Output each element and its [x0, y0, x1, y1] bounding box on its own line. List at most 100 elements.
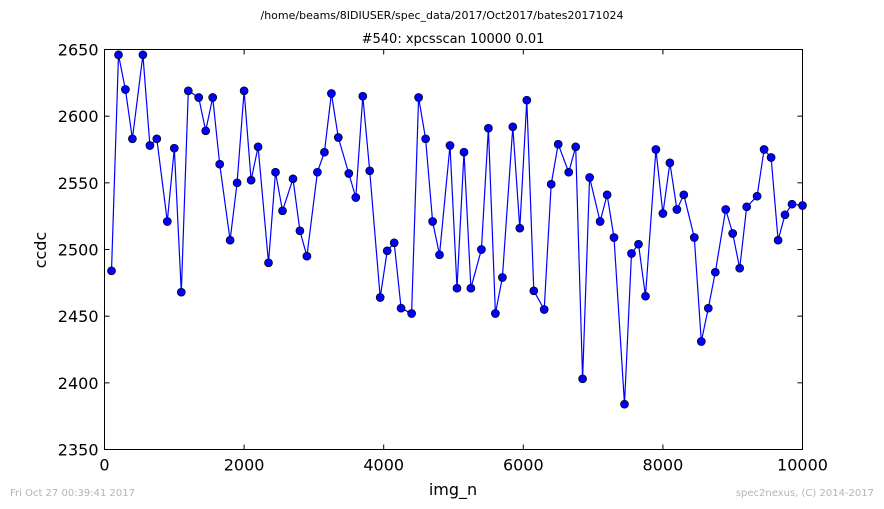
x-tick-label: 4000 — [363, 456, 404, 475]
data-point — [696, 337, 706, 346]
data-point — [634, 239, 643, 249]
axis-layer: 0 2000 4000 6000 8000 10000 2350 2400 2450 2500 25… — [58, 41, 828, 475]
data-point — [689, 233, 699, 242]
data-point — [773, 235, 783, 245]
data-point — [515, 223, 525, 233]
data-point — [264, 258, 273, 268]
data-point — [215, 159, 225, 169]
data-point — [128, 134, 137, 144]
data-point — [327, 89, 336, 98]
data-point — [780, 210, 790, 220]
data-point — [114, 50, 123, 60]
data-point — [585, 173, 594, 182]
y-axis-label: ccdc — [31, 232, 50, 269]
x-tick-label: 10000 — [777, 456, 828, 475]
data-point — [721, 205, 731, 214]
data-point — [477, 245, 486, 254]
data-point — [491, 309, 500, 318]
data-point — [658, 209, 668, 218]
data-point — [169, 143, 179, 153]
data-point — [138, 50, 148, 60]
credit-footer: spec2nexus, (C) 2014-2017 — [735, 488, 874, 499]
data-point — [665, 158, 675, 168]
data-point — [278, 206, 287, 216]
data-point — [679, 190, 689, 200]
data-point — [145, 141, 155, 150]
data-point — [358, 91, 368, 101]
data-point — [302, 251, 312, 261]
data-point — [351, 193, 361, 202]
plot-frame — [104, 49, 803, 450]
y-tick-label: 2400 — [58, 374, 99, 393]
data-point — [620, 399, 629, 409]
data-point — [766, 153, 776, 162]
x-tick-label: 2000 — [224, 456, 265, 475]
series-line — [110, 54, 803, 405]
data-point — [288, 174, 298, 184]
data-point — [595, 217, 605, 226]
data-point — [389, 238, 399, 248]
data-point — [208, 93, 218, 102]
data-point — [201, 126, 211, 136]
data-point — [735, 263, 745, 273]
data-point — [313, 167, 322, 177]
data-layer — [107, 50, 807, 409]
data-point — [459, 147, 469, 157]
data-point — [466, 283, 476, 293]
data-point — [333, 133, 343, 142]
data-point — [375, 293, 385, 302]
x-tick-label: 8000 — [643, 456, 684, 475]
data-point — [728, 229, 738, 238]
data-point — [176, 287, 186, 297]
data-point — [553, 139, 563, 149]
data-point — [428, 217, 437, 226]
data-point — [382, 246, 392, 256]
data-point — [742, 202, 752, 212]
data-point — [787, 199, 797, 209]
data-point — [107, 266, 116, 276]
data-point — [246, 175, 256, 185]
data-point — [529, 286, 539, 296]
data-point — [508, 122, 518, 132]
chart-title: #540: xpcsscan 10000 0.01 — [362, 32, 545, 47]
data-point — [752, 191, 762, 201]
data-point — [183, 86, 193, 96]
data-point — [578, 374, 587, 384]
data-point — [672, 205, 682, 214]
data-point — [609, 233, 619, 242]
data-point — [421, 134, 430, 144]
data-point — [414, 93, 423, 102]
data-point — [798, 201, 807, 210]
data-point — [253, 142, 263, 152]
data-point — [602, 190, 612, 200]
data-point — [320, 147, 329, 157]
data-point — [344, 169, 354, 178]
data-point — [703, 303, 713, 313]
data-point — [239, 86, 249, 96]
data-point — [445, 141, 455, 150]
data-point — [407, 309, 416, 318]
data-point — [571, 142, 581, 152]
x-tick-label: 0 — [99, 456, 109, 475]
y-tick-label: 2650 — [58, 41, 99, 60]
data-point — [435, 250, 444, 260]
y-tick-label: 2550 — [58, 174, 99, 193]
data-point — [271, 167, 280, 177]
data-point — [759, 145, 769, 154]
data-point — [627, 249, 636, 258]
data-point — [651, 145, 661, 154]
data-point — [539, 305, 549, 314]
data-point — [546, 179, 556, 189]
data-point — [498, 273, 507, 282]
data-point — [162, 217, 172, 226]
data-point — [641, 291, 650, 301]
y-tick-label: 2600 — [58, 107, 99, 126]
data-point — [452, 283, 462, 293]
x-tick-label: 6000 — [503, 456, 544, 475]
data-point — [225, 235, 235, 245]
data-point — [564, 167, 574, 177]
data-point — [522, 95, 532, 105]
data-point — [121, 85, 130, 94]
